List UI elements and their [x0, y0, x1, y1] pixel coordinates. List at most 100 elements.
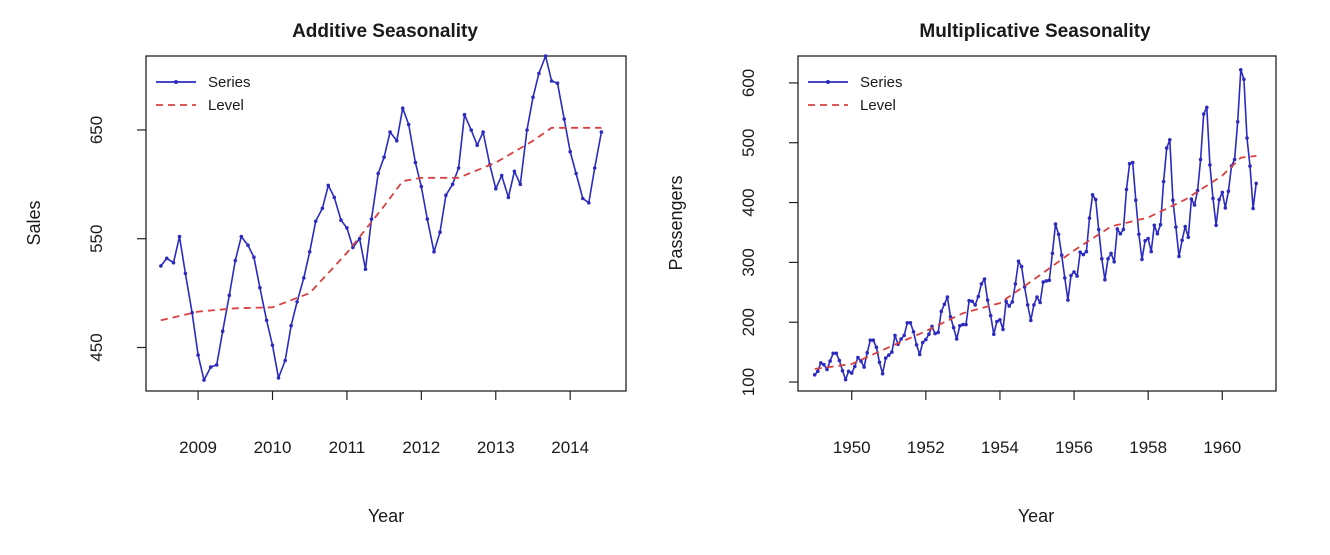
series-point	[1239, 68, 1243, 72]
series-point	[357, 236, 362, 241]
series-point	[1186, 235, 1191, 240]
series-point	[954, 337, 959, 341]
series-point	[413, 160, 418, 165]
series-point	[1032, 303, 1036, 307]
series-point	[227, 293, 232, 298]
x-tick-label: 1952	[907, 438, 945, 457]
series-point	[171, 260, 176, 265]
level-line	[814, 155, 1257, 370]
series-point	[995, 319, 999, 324]
series-line	[160, 55, 603, 381]
series-point	[1106, 257, 1110, 261]
series-point	[871, 338, 876, 343]
series-point	[1171, 198, 1175, 202]
series-point	[970, 299, 974, 304]
series-point	[283, 358, 288, 363]
series-point	[1056, 232, 1061, 237]
level-group	[160, 126, 602, 322]
series-point	[518, 182, 523, 187]
series-point	[1223, 206, 1228, 210]
series-point	[1164, 146, 1169, 150]
series-point	[1127, 161, 1132, 166]
series-point	[902, 333, 906, 338]
series-point	[877, 360, 882, 365]
chart-title: Multiplicative Seasonality	[919, 21, 1151, 42]
series-point	[1140, 257, 1144, 262]
series-point	[568, 149, 572, 154]
series-point	[1214, 223, 1218, 228]
series-point	[998, 318, 1002, 322]
series-point	[1063, 276, 1067, 280]
x-tick-label: 2010	[254, 438, 292, 457]
series-point	[1109, 251, 1113, 256]
series-point	[369, 217, 374, 221]
series-point	[812, 373, 817, 377]
legend: Series Level	[156, 74, 251, 114]
series-point	[525, 128, 529, 132]
series-point	[456, 166, 461, 170]
series-point	[1004, 299, 1008, 304]
series-point	[1010, 300, 1015, 304]
series-point	[555, 81, 560, 85]
series-point	[1242, 77, 1246, 82]
series-point	[843, 377, 848, 382]
series-point	[1007, 304, 1011, 308]
series-point	[865, 350, 869, 355]
series-point	[295, 300, 299, 304]
series-point	[1152, 223, 1157, 228]
series-point	[927, 332, 931, 337]
series-point	[936, 330, 940, 335]
series-point	[899, 337, 903, 341]
series-point	[840, 368, 845, 373]
series-point	[190, 310, 194, 315]
series-point	[979, 282, 984, 286]
legend-label: Series	[208, 74, 251, 91]
series-point	[846, 369, 851, 374]
series-point	[332, 195, 337, 200]
series-point	[1066, 298, 1070, 302]
series-point	[444, 193, 448, 197]
series-point	[1161, 179, 1166, 184]
series-point	[1069, 273, 1073, 278]
series-point	[939, 309, 944, 314]
series-point	[599, 130, 604, 134]
series-point	[868, 338, 873, 343]
series-point	[1143, 239, 1147, 243]
series-point	[462, 112, 467, 117]
x-axis-label: Year	[368, 506, 404, 526]
series-point	[252, 255, 256, 259]
y-tick-label: 100	[739, 368, 758, 396]
series-point	[856, 355, 860, 360]
series-point	[481, 130, 485, 134]
series-point	[917, 352, 922, 357]
series-point	[382, 155, 386, 159]
plot-frame	[145, 55, 627, 392]
y-tick-label: 300	[739, 248, 758, 276]
series-point	[543, 54, 548, 58]
series-point	[419, 184, 424, 189]
series-point	[924, 337, 928, 342]
series-point	[862, 365, 866, 369]
series-point	[828, 359, 832, 363]
series-point	[1174, 225, 1178, 229]
series-point	[1118, 231, 1123, 236]
x-tick-label: 1960	[1203, 438, 1241, 457]
series-point	[1047, 278, 1052, 283]
series-point	[887, 353, 891, 357]
series-point	[849, 371, 854, 375]
series-point	[494, 186, 498, 191]
series-point	[1155, 231, 1160, 236]
series-point	[345, 226, 349, 230]
series-point	[1053, 222, 1058, 226]
series-point	[964, 322, 968, 327]
series-point	[1044, 279, 1049, 283]
series-point	[499, 173, 504, 178]
series-point	[948, 315, 953, 319]
series-point	[1158, 222, 1163, 227]
series-point	[1081, 252, 1086, 257]
x-tick-label: 2014	[551, 438, 589, 457]
x-tick-label: 1950	[833, 438, 871, 457]
series-point	[1100, 257, 1104, 261]
series-point	[958, 324, 962, 328]
series-point	[1205, 105, 1209, 110]
